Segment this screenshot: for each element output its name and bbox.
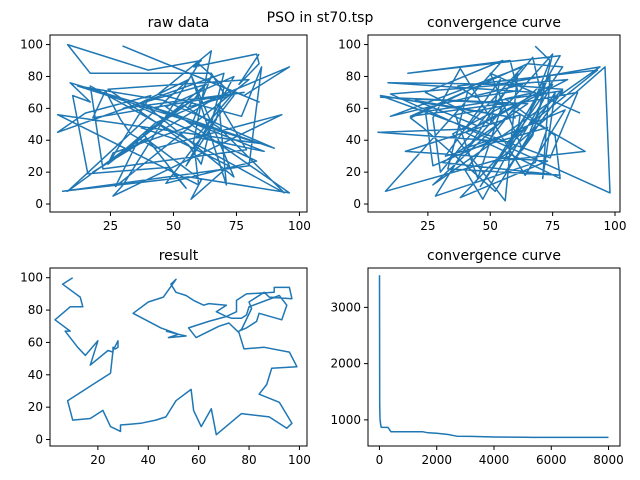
y-tick-label: 100 xyxy=(20,271,43,285)
y-tick-label: 2000 xyxy=(330,357,361,371)
y-tick-label: 100 xyxy=(338,38,361,52)
x-tick-label: 75 xyxy=(545,219,560,233)
x-tick-label: 25 xyxy=(103,219,118,233)
y-tick-label: 0 xyxy=(35,433,43,447)
x-tick-label: 50 xyxy=(483,219,498,233)
x-tick-label: 8000 xyxy=(593,453,624,467)
y-tick-label: 100 xyxy=(20,38,43,52)
x-tick-label: 2000 xyxy=(421,453,452,467)
y-tick-label: 80 xyxy=(28,303,43,317)
axes-frame xyxy=(49,267,308,447)
subplot-title: convergence curve xyxy=(427,248,561,264)
series-line xyxy=(56,43,291,200)
x-tick-label: 80 xyxy=(241,453,256,467)
subplot-result: result 20 40 60 80 100 0 20 40 60 80 100 xyxy=(20,248,311,467)
y-tick-label: 80 xyxy=(346,69,361,83)
x-tick-label: 75 xyxy=(229,219,244,233)
x-tick-label: 0 xyxy=(376,453,384,467)
y-tick-label: 0 xyxy=(353,197,361,211)
series-line xyxy=(54,277,298,436)
y-tick-label: 0 xyxy=(35,197,43,211)
figure-suptitle: PSO in st70.tsp xyxy=(267,10,374,26)
x-tick-label: 40 xyxy=(141,453,156,467)
x-tick-label: 25 xyxy=(420,219,435,233)
series-line xyxy=(377,45,611,202)
series-line xyxy=(378,275,609,439)
x-tick-label: 100 xyxy=(288,453,311,467)
x-tick-label: 6000 xyxy=(536,453,567,467)
subplot-title: convergence curve xyxy=(427,15,561,31)
subplot-title: raw data xyxy=(148,15,210,31)
y-tick-label: 3000 xyxy=(330,300,361,314)
x-tick-label: 20 xyxy=(90,453,105,467)
x-tick-label: 100 xyxy=(288,219,311,233)
axes-frame xyxy=(367,34,621,213)
y-tick-label: 60 xyxy=(346,101,361,115)
x-tick-label: 60 xyxy=(191,453,206,467)
y-tick-label: 60 xyxy=(28,335,43,349)
y-tick-label: 20 xyxy=(28,400,43,414)
y-tick-label: 40 xyxy=(28,368,43,382)
y-tick-label: 80 xyxy=(28,69,43,83)
y-tick-label: 1000 xyxy=(330,413,361,427)
subplot-convergence-curve-top: convergence curve 25 50 75 100 0 20 40 60 80 100 xyxy=(338,15,626,233)
subplot-convergence-curve-bottom: convergence curve 0 2000 4000 6000 8000 1000 2… xyxy=(330,248,623,467)
x-tick-label: 4000 xyxy=(479,453,510,467)
y-tick-label: 20 xyxy=(28,165,43,179)
subplot-title: result xyxy=(159,248,199,264)
y-tick-label: 40 xyxy=(346,133,361,147)
y-tick-label: 40 xyxy=(28,133,43,147)
axes-frame xyxy=(49,34,308,213)
subplot-raw-data: raw data 25 50 75 100 0 20 40 60 80 100 xyxy=(20,15,311,233)
y-tick-label: 60 xyxy=(28,101,43,115)
x-tick-label: 100 xyxy=(604,219,627,233)
y-tick-label: 20 xyxy=(346,165,361,179)
axes-frame xyxy=(367,267,621,447)
x-tick-label: 50 xyxy=(166,219,181,233)
